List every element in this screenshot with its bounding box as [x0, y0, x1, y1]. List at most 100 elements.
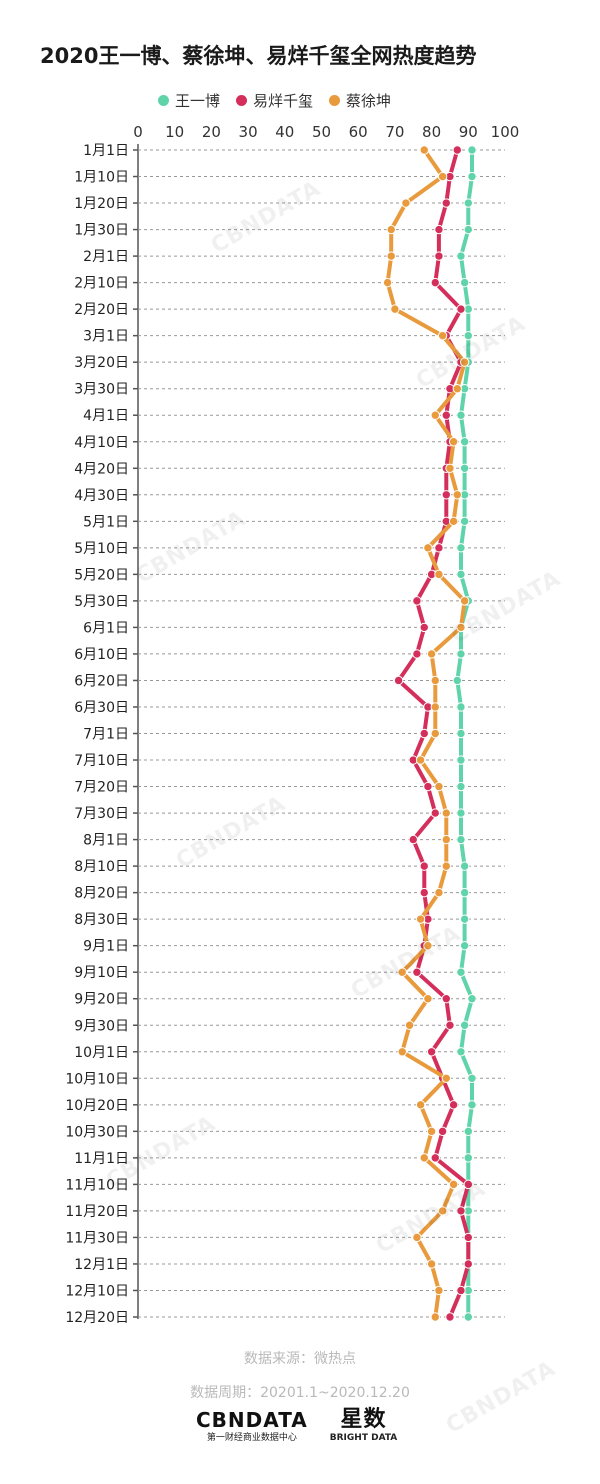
category-label: 11月10日 [65, 1177, 129, 1193]
data-source: 数据来源：微热点 [244, 1351, 356, 1367]
data-point-2 [423, 994, 433, 1004]
data-point-1 [441, 490, 451, 500]
data-point-1 [463, 1259, 473, 1269]
x-tick-label: 10 [165, 123, 184, 141]
brightdata-logo-text: 星数 [340, 1407, 387, 1432]
data-point-2 [448, 437, 459, 447]
category-label: 7月30日 [74, 806, 129, 822]
data-point-0 [456, 410, 466, 420]
legend-dot-cai [329, 95, 341, 106]
data-point-1 [419, 622, 429, 633]
legend-item-yi[interactable]: 易烊千玺 [236, 90, 313, 111]
data-point-2 [386, 251, 396, 261]
data-point-1 [445, 1312, 455, 1322]
data-point-2 [415, 755, 426, 765]
category-label: 10月10日 [65, 1071, 129, 1087]
data-point-2 [426, 649, 437, 659]
brightdata-logo-subtitle: BRIGHT DATA [329, 1433, 398, 1443]
category-label: 6月1日 [83, 620, 129, 636]
data-point-2 [404, 1020, 415, 1030]
data-point-1 [434, 224, 444, 235]
data-point-0 [467, 1073, 477, 1083]
data-point-2 [456, 622, 466, 633]
legend-label-wang: 王一博 [175, 92, 221, 110]
data-point-1 [412, 596, 422, 606]
x-tick-label: 60 [349, 123, 368, 141]
data-point-2 [434, 781, 444, 792]
data-point-1 [434, 543, 444, 553]
data-point-1 [426, 1047, 437, 1057]
data-point-2 [441, 808, 451, 818]
category-label: 10月20日 [65, 1098, 129, 1114]
x-tick-label: 90 [459, 123, 478, 141]
cbndata-logo: CBNDATA 第一财经商业数据中心 [196, 1408, 308, 1444]
data-point-0 [459, 940, 470, 951]
legend-item-wang[interactable]: 王一博 [158, 90, 220, 111]
category-label: 5月10日 [74, 541, 129, 557]
data-point-2 [390, 304, 400, 314]
data-point-1 [448, 1100, 459, 1110]
data-point-1 [463, 1232, 473, 1243]
data-point-1 [412, 649, 422, 659]
data-point-0 [467, 171, 477, 182]
chart-title: 2020王一博、蔡徐坤、易烊千玺全网热度趋势 [40, 44, 477, 68]
data-point-1 [456, 1206, 466, 1216]
data-point-0 [459, 437, 470, 447]
cbndata-logo-subtitle: 第一财经商业数据中心 [206, 1433, 297, 1443]
category-label: 7月10日 [74, 753, 129, 769]
x-tick-label: 50 [312, 123, 331, 141]
data-point-0 [459, 914, 470, 924]
data-point-2 [452, 490, 462, 500]
legend-dot-yi [236, 95, 248, 106]
data-point-2 [382, 277, 393, 288]
data-point-2 [441, 834, 451, 845]
category-label: 1月20日 [74, 196, 129, 212]
category-label: 10月1日 [74, 1045, 129, 1061]
data-point-0 [456, 702, 466, 712]
data-point-2 [426, 1259, 437, 1269]
category-label: 4月30日 [74, 488, 129, 504]
data-point-0 [456, 649, 466, 659]
data-point-2 [423, 543, 433, 553]
category-label: 5月30日 [74, 594, 129, 610]
data-point-0 [459, 516, 470, 527]
category-label: 6月10日 [74, 647, 129, 663]
data-point-2 [434, 569, 444, 580]
data-point-2 [441, 861, 451, 871]
legend-label-yi: 易烊千玺 [253, 92, 314, 110]
data-point-0 [463, 198, 473, 208]
data-point-1 [463, 1179, 473, 1190]
data-point-2 [441, 1073, 451, 1083]
data-point-0 [452, 675, 462, 686]
data-point-2 [430, 728, 440, 739]
category-label: 12月20日 [65, 1310, 129, 1326]
data-point-1 [434, 251, 444, 261]
category-label: 11月20日 [65, 1204, 129, 1220]
category-label: 5月20日 [74, 567, 129, 583]
legend-item-cai[interactable]: 蔡徐坤 [329, 90, 391, 111]
data-point-0 [459, 861, 470, 871]
data-point-2 [434, 1285, 444, 1296]
category-label: 4月10日 [74, 435, 129, 451]
data-point-0 [459, 887, 470, 898]
data-point-1 [441, 410, 451, 420]
data-point-2 [397, 1047, 407, 1057]
category-label: 3月20日 [74, 355, 129, 371]
data-point-2 [437, 330, 448, 341]
x-tick-label: 30 [239, 123, 258, 141]
data-point-2 [445, 463, 455, 473]
data-point-2 [434, 887, 444, 898]
data-point-0 [456, 251, 466, 261]
data-point-0 [459, 277, 470, 288]
category-label: 2月20日 [74, 302, 129, 318]
data-point-1 [430, 277, 440, 288]
legend-dot-wang [158, 95, 169, 106]
data-point-2 [437, 1206, 448, 1216]
x-tick-label: 20 [202, 123, 221, 141]
data-point-0 [467, 994, 477, 1004]
data-point-2 [452, 384, 462, 394]
data-point-1 [430, 1153, 440, 1163]
legend-label-cai: 蔡徐坤 [346, 92, 392, 110]
data-point-0 [459, 463, 470, 473]
data-point-1 [456, 1285, 466, 1296]
